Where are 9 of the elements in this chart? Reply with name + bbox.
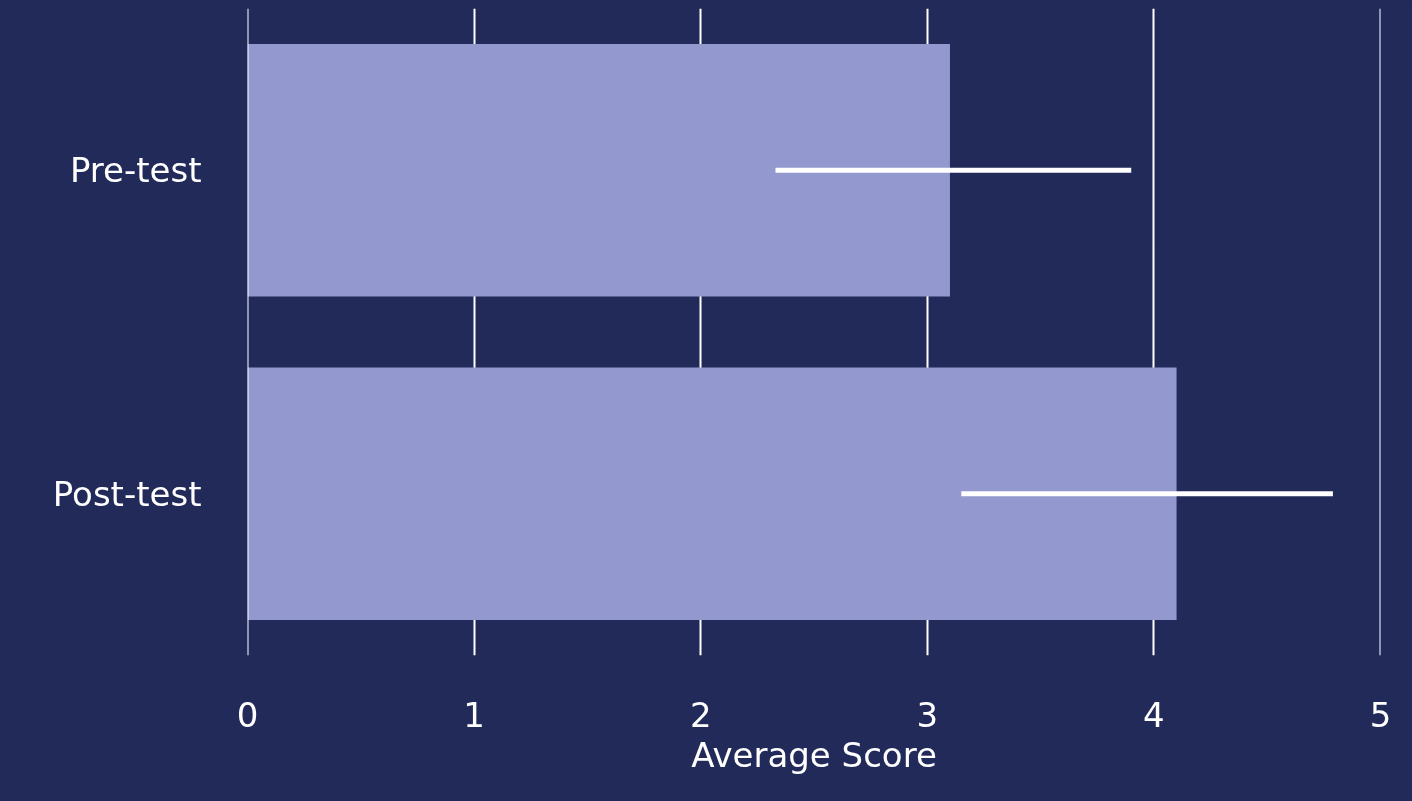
x-tick-label: 3 [916, 694, 939, 735]
y-tick-label: Pre-test [69, 150, 202, 191]
x-tick-label: 5 [1369, 694, 1392, 735]
y-tick-label: Post-test [52, 473, 202, 514]
x-tick-label: 1 [463, 694, 485, 735]
x-tick-label: 0 [236, 694, 259, 735]
x-tick-label: 4 [1143, 694, 1165, 735]
x-axis-title: Average Score [691, 734, 937, 775]
x-tick-label: 2 [689, 694, 712, 735]
